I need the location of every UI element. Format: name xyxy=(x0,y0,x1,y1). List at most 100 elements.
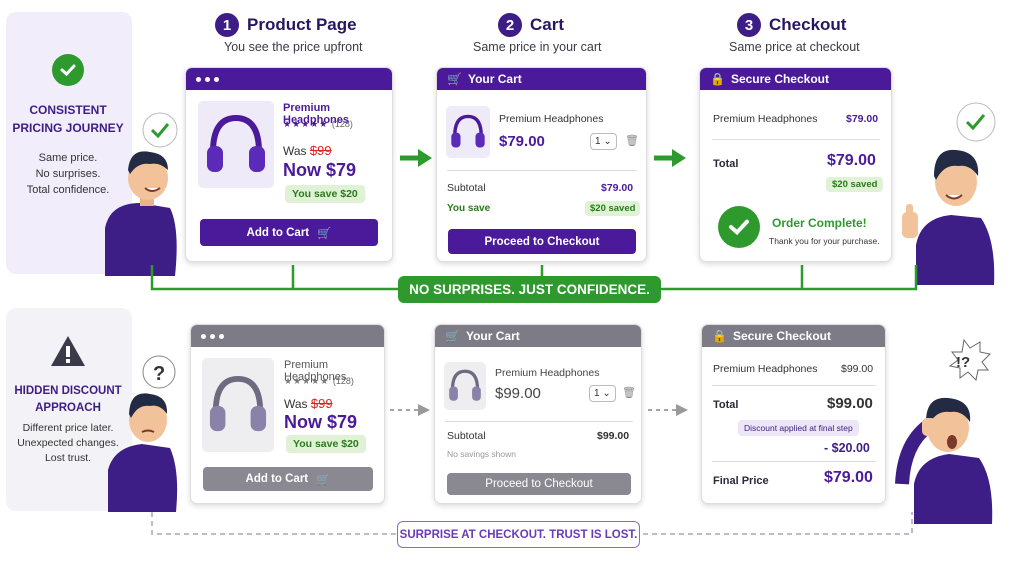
checkout-item-name: Premium Headphones xyxy=(713,363,818,375)
add-to-cart-label: Add to Cart xyxy=(245,473,309,485)
star-icons: ★★★★★ xyxy=(283,119,329,129)
trash-icon[interactable]: 🗑 xyxy=(625,135,639,147)
top-product-card: Premium Headphones ★★★★★ (128) Was $99 N… xyxy=(185,67,393,262)
review-count: (128) xyxy=(332,376,354,386)
was-price: Was $99 xyxy=(284,396,333,411)
step-number: 1 xyxy=(215,13,239,37)
checkout-header-label: Secure Checkout xyxy=(730,72,829,86)
final-price-value: $79.00 xyxy=(824,469,873,486)
cart-header-label: Your Cart xyxy=(467,72,522,86)
hidden-title: HIDDEN DISCOUNT APPROACH xyxy=(14,385,122,415)
subtotal-label: Subtotal xyxy=(447,182,486,194)
step-title: Product Page xyxy=(247,15,357,34)
quantity-select[interactable]: 1 ⌄ xyxy=(589,385,616,402)
arrow-icon xyxy=(400,149,432,167)
check-circle-icon xyxy=(52,54,84,86)
proceed-to-checkout-button[interactable]: Proceed to Checkout xyxy=(448,229,636,254)
browser-bar xyxy=(191,325,384,347)
saved-badge: $20 saved xyxy=(585,201,641,216)
dashed-arrow-icon xyxy=(390,404,430,416)
checkout-header: 🔒 Secure Checkout xyxy=(700,68,891,90)
bottom-cart-card: 🛒 Your Cart Premium Headphones $99.00 1 ⌄… xyxy=(434,324,642,504)
cart-header: 🛒 Your Cart xyxy=(435,325,641,347)
cart-item-price: $99.00 xyxy=(495,385,541,402)
warning-icon xyxy=(51,336,85,366)
headphones-image xyxy=(202,358,274,452)
cart-header: 🛒 Your Cart xyxy=(437,68,646,90)
checkout-item-price: $99.00 xyxy=(841,363,874,375)
add-to-cart-button[interactable]: Add to Cart 🛒 xyxy=(203,467,373,491)
review-count: (128) xyxy=(331,119,353,129)
cart-icon: 🛒 xyxy=(445,329,460,343)
step-3-sub: Same price at checkout xyxy=(729,40,860,54)
step-2-header: 2 Cart xyxy=(498,13,564,37)
cart-item-name: Premium Headphones xyxy=(495,367,600,379)
checkout-item-price: $79.00 xyxy=(846,113,879,125)
discount-note-badge: Discount applied at final step xyxy=(738,420,859,436)
dashed-arrow-icon xyxy=(648,404,688,416)
step-title: Checkout xyxy=(769,15,847,34)
top-checkout-card: 🔒 Secure Checkout Premium Headphones $79.… xyxy=(699,67,892,262)
thumbs-up-customer-illustration xyxy=(902,102,996,285)
now-price: Now $79 xyxy=(283,160,357,180)
divider xyxy=(712,385,876,386)
step-number: 2 xyxy=(498,13,522,37)
step-2-sub: Same price in your cart xyxy=(473,40,602,54)
check-circle-icon xyxy=(718,206,760,248)
bottom-product-card: Premium Headphones ★★★★★ (128) Was $99 N… xyxy=(190,324,385,504)
cart-item-price: $79.00 xyxy=(499,133,545,150)
was-amount: $99 xyxy=(309,143,332,158)
quantity-select[interactable]: 1 ⌄ xyxy=(590,133,617,150)
step-title: Cart xyxy=(530,15,565,34)
cart-header-label: Your Cart xyxy=(465,329,520,343)
headphones-thumb xyxy=(446,106,490,158)
subtotal-value: $99.00 xyxy=(597,430,630,442)
browser-bar xyxy=(186,68,392,90)
add-to-cart-button[interactable]: Add to Cart 🛒 xyxy=(200,219,378,246)
dashed-connector-line xyxy=(151,512,913,535)
quantity-value: 1 xyxy=(594,388,600,399)
was-amount: $99 xyxy=(310,396,333,411)
step-3-header: 3 Checkout xyxy=(737,13,846,37)
lock-icon: 🔒 xyxy=(710,72,725,86)
consistent-desc: Same price. No surprises. Total confidence… xyxy=(26,152,110,196)
subtotal-value: $79.00 xyxy=(601,182,634,194)
divider xyxy=(712,461,876,462)
checkout-item-name: Premium Headphones xyxy=(713,113,818,125)
savings-badge: You save $20 xyxy=(286,435,366,453)
divider xyxy=(712,139,880,140)
consistent-title: CONSISTENT PRICING JOURNEY xyxy=(12,103,124,135)
step-1-header: 1 Product Page xyxy=(215,13,357,37)
cart-icon: 🛒 xyxy=(317,227,332,240)
bottom-checkout-card: 🔒 Secure Checkout Premium Headphones $99.… xyxy=(701,324,886,504)
total-value: $99.00 xyxy=(827,395,873,412)
star-icons: ★★★★★ xyxy=(284,376,330,386)
hidden-desc: Different price later. Unexpected changes… xyxy=(17,422,119,465)
cart-icon: 🛒 xyxy=(316,474,331,486)
add-to-cart-label: Add to Cart xyxy=(246,226,310,239)
lock-icon: 🔒 xyxy=(712,329,727,343)
shocked-customer-illustration: !? xyxy=(895,338,993,524)
was-price: Was $99 xyxy=(283,143,332,158)
you-save-label: You save xyxy=(447,203,491,214)
rating-stars: ★★★★★ (128) xyxy=(283,119,353,130)
was-label: Was xyxy=(284,397,308,411)
trust-lost-banner: SURPRISE AT CHECKOUT. TRUST IS LOST. xyxy=(397,521,640,548)
total-label: Total xyxy=(713,158,739,170)
cart-item-name: Premium Headphones xyxy=(499,113,604,125)
divider xyxy=(445,421,633,422)
now-price: Now $79 xyxy=(284,412,358,432)
trash-icon[interactable]: 🗑 xyxy=(622,387,636,399)
discount-value: - $20.00 xyxy=(824,441,870,455)
svg-text:!?: !? xyxy=(956,354,970,371)
headphones-image xyxy=(198,101,274,188)
total-label: Total xyxy=(713,399,739,411)
happy-customer-illustration xyxy=(105,112,178,276)
checkout-header-label: Secure Checkout xyxy=(732,329,831,343)
arrow-icon xyxy=(654,149,686,167)
no-surprises-banner: NO SURPRISES. JUST CONFIDENCE. xyxy=(398,276,661,303)
proceed-to-checkout-button[interactable]: Proceed to Checkout xyxy=(447,473,631,495)
step-1-sub: You see the price upfront xyxy=(224,40,363,54)
total-value: $79.00 xyxy=(827,152,876,169)
product-name: Premium Headphones xyxy=(283,102,350,126)
